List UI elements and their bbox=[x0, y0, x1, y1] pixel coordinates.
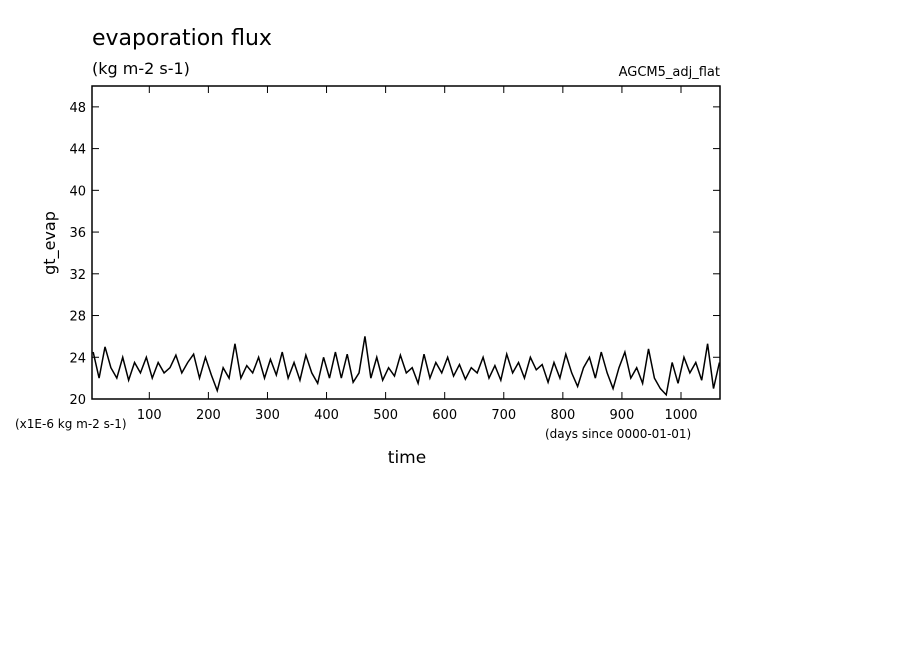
x-tick-label: 1000 bbox=[664, 408, 697, 423]
y-tick-label: 28 bbox=[69, 310, 86, 325]
y-tick-label: 44 bbox=[69, 143, 86, 158]
x-tick-label: 700 bbox=[491, 408, 516, 423]
x-axis-label: time bbox=[388, 448, 426, 468]
x-tick-label: 100 bbox=[137, 408, 162, 423]
x-tick-label: 400 bbox=[314, 408, 339, 423]
x-tick-label: 600 bbox=[432, 408, 457, 423]
x-tick-label: 500 bbox=[373, 408, 398, 423]
x-tick-label: 900 bbox=[610, 408, 635, 423]
x-tick-label: 300 bbox=[255, 408, 280, 423]
y-tick-label: 48 bbox=[69, 101, 86, 116]
x-tick-label: 800 bbox=[550, 408, 575, 423]
annotation: AGCM5_adj_flat bbox=[619, 65, 720, 80]
y-tick-label: 32 bbox=[69, 268, 86, 283]
x-tick-label: 200 bbox=[196, 408, 221, 423]
plot-frame bbox=[91, 85, 721, 400]
y-axis-label: gt_evap bbox=[40, 211, 60, 275]
y-tick-label: 20 bbox=[69, 393, 86, 408]
y-tick-label: 24 bbox=[69, 351, 86, 366]
y-tick-label: 36 bbox=[69, 226, 86, 241]
chart-subtitle: (kg m-2 s-1) bbox=[92, 59, 190, 78]
chart-title: evaporation flux bbox=[92, 26, 272, 51]
x-unit: (days since 0000-01-01) bbox=[545, 427, 691, 441]
data-line bbox=[92, 336, 721, 397]
y-unit: (x1E-6 kg m-2 s-1) bbox=[15, 417, 127, 431]
y-tick-label: 40 bbox=[69, 184, 86, 199]
